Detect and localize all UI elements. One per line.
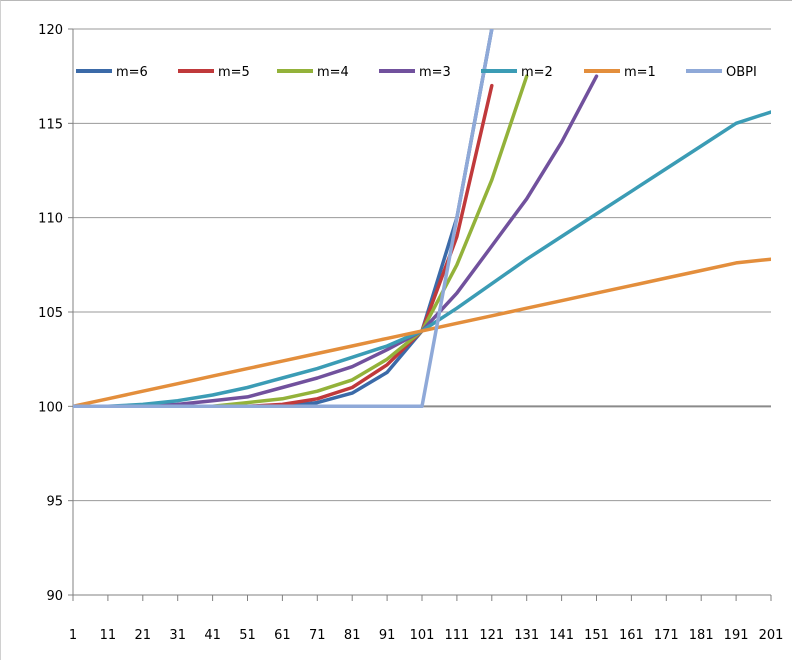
y-tick-label: 115 <box>38 117 63 132</box>
x-tick-label: 111 <box>444 628 469 643</box>
series-lines <box>73 29 771 409</box>
x-tick-label: 171 <box>654 628 679 643</box>
x-tick-label: 11 <box>100 628 117 643</box>
x-tick-label: 151 <box>584 628 609 643</box>
y-tick-label: 90 <box>46 589 63 604</box>
x-tick-label: 1 <box>69 628 77 643</box>
legend-label: m=2 <box>521 65 553 80</box>
x-tick-label: 81 <box>344 628 361 643</box>
x-tick-label: 61 <box>274 628 291 643</box>
x-tick-label: 121 <box>479 628 504 643</box>
x-tick-label: 141 <box>549 628 574 643</box>
x-tick-label: 101 <box>410 628 435 643</box>
y-tick-label: 95 <box>46 495 63 510</box>
legend-label: OBPI <box>726 65 757 80</box>
x-tick-label: 201 <box>759 628 784 643</box>
series-line-m=5 <box>73 83 494 409</box>
legend: m=6 m=5 m=4 m=3 m=2 m=1 OBPI <box>76 65 757 80</box>
gridlines <box>73 28 771 502</box>
x-tick-label: 191 <box>724 628 749 643</box>
x-tick-label: 181 <box>689 628 714 643</box>
x-tick-label: 31 <box>169 628 186 643</box>
legend-label: m=4 <box>317 65 349 80</box>
y-tick-label: 105 <box>38 306 63 321</box>
series-line-m=2 <box>73 110 771 409</box>
y-tick-label: 100 <box>38 400 63 415</box>
x-tick-label: 161 <box>619 628 644 643</box>
legend-label: m=1 <box>624 65 656 80</box>
series-line-OBPI <box>73 29 494 409</box>
x-tick-label: 131 <box>514 628 539 643</box>
x-tick-label: 21 <box>135 628 152 643</box>
y-tick-label: 120 <box>38 23 63 38</box>
legend-label: m=3 <box>419 65 451 80</box>
legend-label: m=5 <box>218 65 250 80</box>
series-line-m=1 <box>73 257 771 409</box>
legend-label: m=6 <box>116 65 148 80</box>
x-tick-label: 51 <box>239 628 256 643</box>
series-line-m=3 <box>73 74 599 409</box>
x-tick-label: 91 <box>379 628 396 643</box>
x-tick-label: 41 <box>204 628 221 643</box>
y-tick-label: 110 <box>38 212 63 227</box>
x-tick-label: 71 <box>309 628 326 643</box>
